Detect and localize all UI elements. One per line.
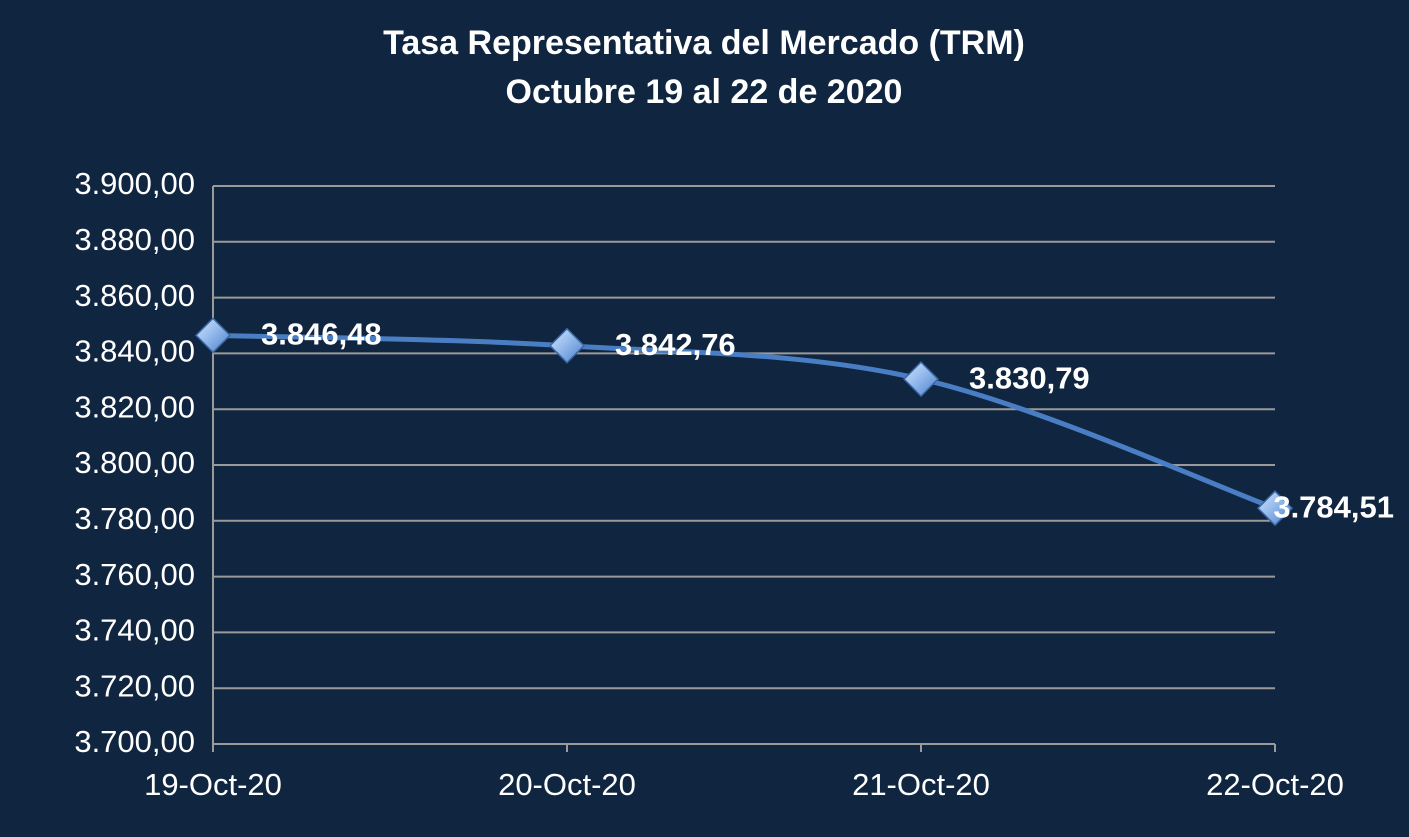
y-tick-label: 3.780,00 xyxy=(74,501,195,536)
x-tick-label: 20-Oct-20 xyxy=(498,767,636,802)
y-tick-label: 3.840,00 xyxy=(74,334,195,369)
y-tick-label: 3.800,00 xyxy=(74,445,195,480)
data-label: 3.842,76 xyxy=(615,327,736,362)
data-label: 3.846,48 xyxy=(261,317,382,352)
y-tick-label: 3.900,00 xyxy=(74,166,195,201)
y-tick-label: 3.880,00 xyxy=(74,222,195,257)
x-tick-label: 19-Oct-20 xyxy=(144,767,282,802)
data-label: 3.784,51 xyxy=(1273,489,1394,524)
marker xyxy=(194,317,232,354)
chart-title: Tasa Representativa del Mercado (TRM) xyxy=(383,24,1025,62)
data-label: 3.830,79 xyxy=(969,360,1090,395)
x-tick-label: 22-Oct-20 xyxy=(1206,767,1344,802)
y-tick-label: 3.700,00 xyxy=(74,724,195,759)
y-tick-label: 3.760,00 xyxy=(74,557,195,592)
y-tick-label: 3.820,00 xyxy=(74,389,195,424)
y-tick-label: 3.720,00 xyxy=(74,668,195,703)
x-tick-label: 21-Oct-20 xyxy=(852,767,990,802)
marker xyxy=(1256,490,1294,527)
line xyxy=(212,332,1276,511)
chart-subtitle: Octubre 19 al 22 de 2020 xyxy=(506,73,903,111)
marker xyxy=(902,361,940,398)
marker xyxy=(548,327,586,364)
y-tick-label: 3.860,00 xyxy=(74,278,195,313)
y-tick-label: 3.740,00 xyxy=(74,613,195,648)
